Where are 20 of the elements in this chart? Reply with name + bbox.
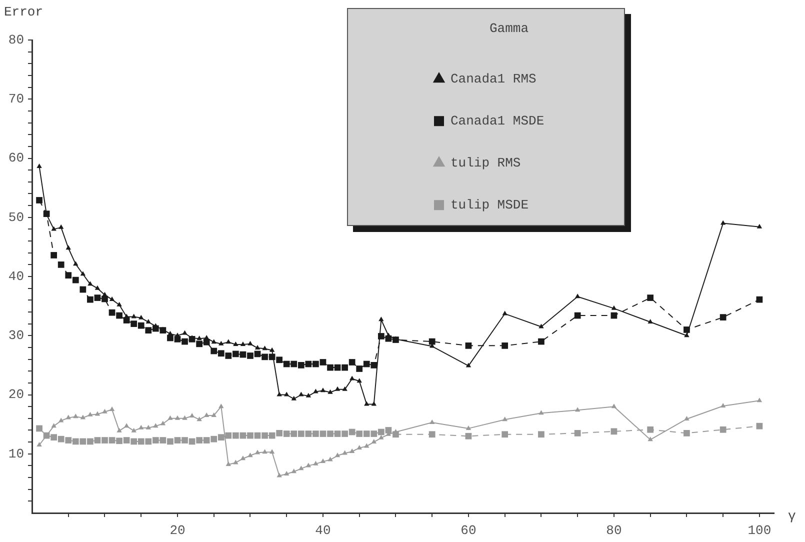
x-tick-label: 20 bbox=[170, 523, 186, 538]
legend-label: Canada1 MSDE bbox=[450, 114, 544, 129]
x-axis-title: γ bbox=[788, 508, 796, 524]
x-tick-label: 100 bbox=[748, 523, 772, 538]
y-tick-label: 40 bbox=[8, 268, 24, 284]
y-tick-label: 50 bbox=[8, 210, 24, 225]
legend-label: tulip RMS bbox=[450, 156, 521, 171]
x-tick-label: 60 bbox=[460, 523, 476, 538]
y-tick-label: 60 bbox=[8, 150, 24, 166]
y-tick-label: 70 bbox=[8, 92, 24, 107]
y-tick-label: 10 bbox=[8, 446, 24, 462]
y-axis-title: Error bbox=[4, 4, 44, 20]
y-tick-label: 30 bbox=[8, 328, 24, 344]
legend-title: Gamma bbox=[489, 20, 529, 36]
legend-label: tulip MSDE bbox=[450, 198, 529, 213]
x-tick-label: 80 bbox=[606, 523, 622, 538]
legend-label: Canada1 RMS bbox=[450, 72, 537, 87]
x-tick-label: 40 bbox=[315, 523, 331, 538]
y-tick-label: 20 bbox=[8, 387, 24, 402]
y-tick-label: 80 bbox=[8, 32, 24, 48]
